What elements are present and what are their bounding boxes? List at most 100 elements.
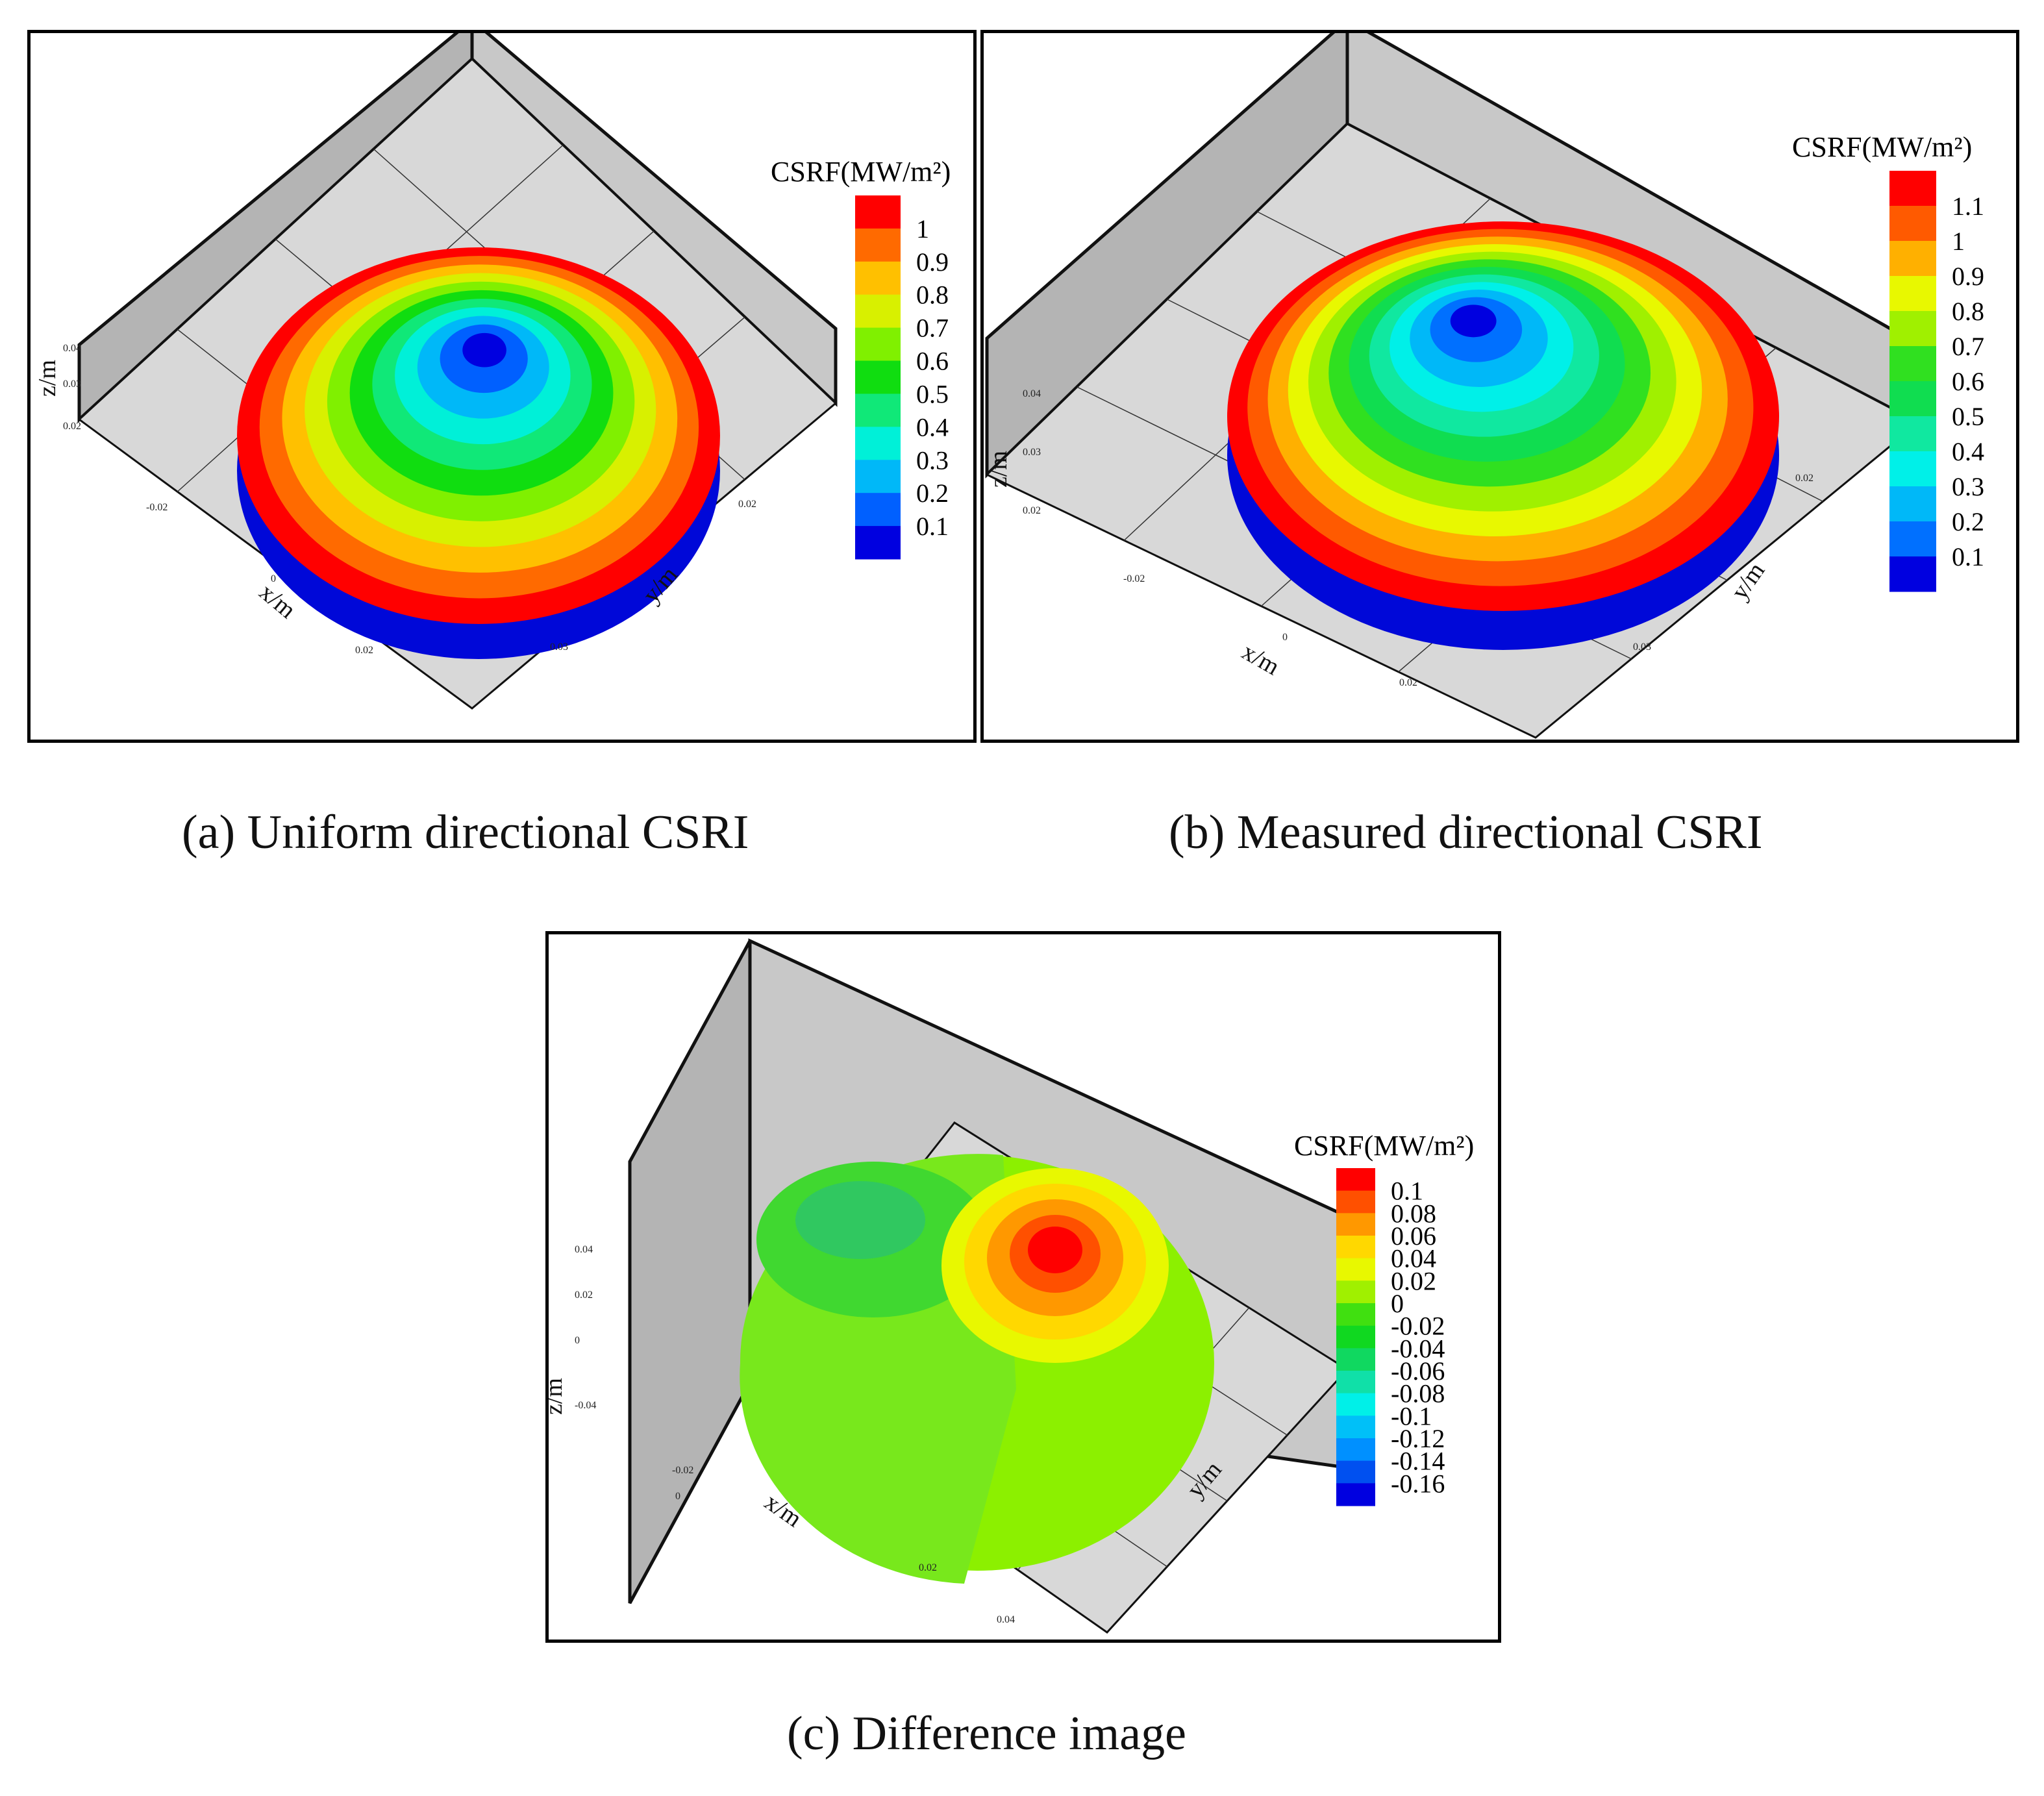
legend-title: CSRF(MW/m²) — [1294, 1130, 1474, 1162]
z-tick-label: 0.02 — [1023, 505, 1041, 516]
legend-label: -0.1 — [1391, 1401, 1432, 1430]
legend-swatch — [855, 294, 901, 329]
legend-label: 0.1 — [916, 512, 949, 541]
legend-swatch — [855, 526, 901, 560]
y-tick-label: 0.02 — [738, 499, 756, 510]
legend-label: 1 — [1952, 227, 1965, 256]
legend-swatch — [1889, 381, 1936, 417]
legend-swatch — [1336, 1303, 1375, 1327]
z-axis-label: z/m — [34, 360, 61, 397]
legend-swatch — [1889, 241, 1936, 277]
legend-label: 0.3 — [916, 445, 949, 475]
legend-label: -0.16 — [1391, 1469, 1445, 1498]
chart-a: CSRF(MW/m²)10.90.80.70.60.50.40.30.20.1x… — [34, 33, 951, 710]
legend-swatch — [855, 228, 901, 262]
legend-swatch — [1889, 451, 1936, 487]
legend-swatch — [855, 261, 901, 295]
panel-a: CSRF(MW/m²) 1 0.9 0.8 0.7 0.6 0.5 0.4 0.3 0.2 0.1 x… — [27, 30, 977, 743]
legend-label: 0.02 — [1391, 1266, 1436, 1295]
legend-label: 0.7 — [1952, 332, 1984, 361]
legend-swatch — [1336, 1438, 1375, 1462]
legend-swatch — [855, 427, 901, 460]
y-tick-label: 0.02 — [1795, 473, 1813, 484]
z-tick-label: 0.04 — [575, 1244, 593, 1255]
legend-label: 1 — [916, 214, 929, 243]
legend-swatch — [855, 327, 901, 362]
panel-b: CSRF(MW/m²) 1.1 1 0.9 0.8 0.7 0.6 0.5 0.4 0.3 0.2 0… — [980, 30, 2019, 743]
legend-title: CSRF(MW/m²) — [1792, 131, 1972, 163]
legend-swatch — [1889, 276, 1936, 312]
z-axis-label: z/m — [985, 451, 1012, 488]
legend-label: 0.1 — [1391, 1177, 1423, 1206]
legend-label: 0.06 — [1391, 1221, 1436, 1251]
y-tick-label: 0.03 — [550, 642, 568, 653]
dome-band — [1450, 305, 1497, 338]
z-tick-label: 0.03 — [63, 379, 81, 390]
legend-swatch — [855, 195, 901, 229]
legend-swatch — [1336, 1325, 1375, 1349]
z-tick-label: 0.02 — [63, 421, 81, 432]
legend-swatch — [1336, 1371, 1375, 1394]
legend-label: -0.12 — [1391, 1424, 1445, 1453]
panel-c: CSRF(MW/m²) 0.1 0.08 0.06 0.04 0.02 0 -0.02 -0.0… — [545, 931, 1501, 1643]
legend-swatch — [1336, 1236, 1375, 1259]
legend-swatch — [1889, 556, 1936, 592]
legend-swatch — [1336, 1460, 1375, 1484]
chart-b: CSRF(MW/m²) 1.1 1 0.9 0.8 0.7 0.6 0.5 0.4 0.3 0.2 0… — [985, 33, 1984, 739]
legend-label: -0.04 — [1391, 1334, 1445, 1363]
legend-swatch — [1889, 171, 1936, 206]
legend-label: 0.2 — [1952, 507, 1984, 536]
z-axis-label: z/m — [549, 1378, 567, 1415]
legend-label: 0.08 — [1391, 1199, 1436, 1228]
legend-swatch — [855, 460, 901, 493]
x-tick-label: 0 — [675, 1491, 680, 1502]
legend-swatch — [1889, 346, 1936, 382]
dome-band — [1028, 1227, 1082, 1273]
chart-c: CSRF(MW/m²)0.10.080.060.040.020-0.02-0.0… — [549, 938, 1474, 1634]
x-tick-label: 0.02 — [355, 645, 373, 656]
x-tick-label: 0.02 — [919, 1562, 937, 1573]
legend-swatch — [1336, 1258, 1375, 1281]
x-tick-label: -0.02 — [1123, 573, 1145, 584]
z-tick-label: 0 — [575, 1335, 580, 1346]
caption-b: (b) Measured directional CSRI — [1169, 806, 1763, 859]
legend-swatch — [855, 493, 901, 527]
legend-swatch — [1889, 311, 1936, 347]
legend-swatch — [1336, 1348, 1375, 1371]
legend-swatch — [855, 360, 901, 394]
legend-label: 0.8 — [916, 281, 949, 310]
legend-swatch — [1889, 486, 1936, 522]
legend-label: 0.5 — [916, 379, 949, 408]
x-axis-label: x/m — [1238, 638, 1284, 680]
legend-label: -0.06 — [1391, 1356, 1445, 1386]
legend-label: 0.04 — [1391, 1244, 1436, 1273]
legend-swatch — [1889, 416, 1936, 452]
z-tick-label: 0.03 — [1023, 447, 1041, 458]
x-tick-label: -0.02 — [146, 502, 168, 513]
y-tick-label: 0.03 — [1633, 642, 1651, 653]
legend-label: 0.5 — [1952, 402, 1984, 431]
x-tick-label: 0.04 — [997, 1614, 1015, 1625]
caption-c: (c) Difference image — [787, 1707, 1186, 1760]
x-tick-label: 0 — [271, 573, 276, 584]
caption-a: (a) Uniform directional CSRI — [182, 806, 749, 859]
dome-band — [795, 1181, 925, 1259]
legend-label: 0.1 — [1952, 542, 1984, 571]
back-wall-left — [628, 940, 752, 1604]
legend-swatch — [1336, 1416, 1375, 1439]
legend-swatch — [1336, 1213, 1375, 1236]
legend-label: 0.9 — [916, 247, 949, 277]
z-tick-label: 0.04 — [1023, 388, 1041, 399]
legend-label: -0.08 — [1391, 1379, 1445, 1408]
legend-label: -0.14 — [1391, 1447, 1445, 1476]
legend-swatch — [1889, 521, 1936, 557]
legend-title: CSRF(MW/m²) — [771, 156, 951, 188]
legend-label: 0.8 — [1952, 297, 1984, 326]
legend-swatch — [1889, 206, 1936, 242]
legend-swatch — [855, 393, 901, 427]
dome-band — [462, 332, 506, 368]
legend-swatch — [1336, 1483, 1375, 1506]
legend-label: 0.6 — [1952, 367, 1984, 396]
x-tick-label: -0.04 — [575, 1400, 596, 1411]
legend-label: 0.9 — [1952, 262, 1984, 291]
